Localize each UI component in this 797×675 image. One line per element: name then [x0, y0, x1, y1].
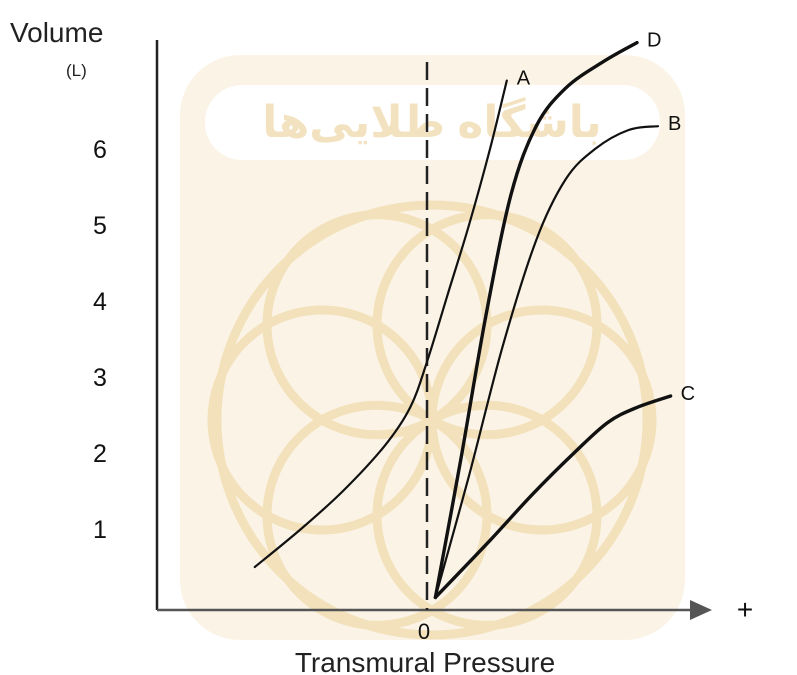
series-line-a	[253, 79, 508, 569]
series-label-d: D	[647, 30, 661, 52]
series-layer: A D B C	[253, 30, 695, 600]
y-axis-title: Volume	[10, 17, 103, 48]
y-tick-label: 2	[93, 440, 107, 468]
watermark-banner	[205, 85, 660, 160]
series-label-a: A	[517, 68, 531, 90]
x-axis-arrow-icon	[690, 600, 712, 620]
x-tick-label-zero: 0	[418, 619, 430, 644]
series-line-c	[433, 394, 673, 600]
watermark-ring	[212, 200, 652, 640]
series-line-d	[433, 40, 639, 600]
x-axis-title: Transmural Pressure	[295, 647, 555, 675]
series-label-c: C	[681, 383, 695, 405]
watermark-text: باشگاه طلایی‌ها	[262, 96, 602, 147]
y-tick-label: 6	[93, 136, 107, 164]
watermark-flower-icon	[207, 200, 657, 640]
series-line-b	[434, 125, 660, 599]
y-tick-label: 3	[93, 364, 107, 392]
y-tick-label: 1	[93, 516, 107, 544]
y-tick-label: 5	[93, 212, 107, 240]
y-tick-label: 4	[93, 288, 107, 316]
y-ticks: 1 2 3 4 5 6	[93, 136, 107, 544]
series-label-b: B	[668, 113, 681, 135]
y-axis-unit: (L)	[66, 61, 87, 80]
x-tick-label-positive: +	[737, 594, 753, 625]
